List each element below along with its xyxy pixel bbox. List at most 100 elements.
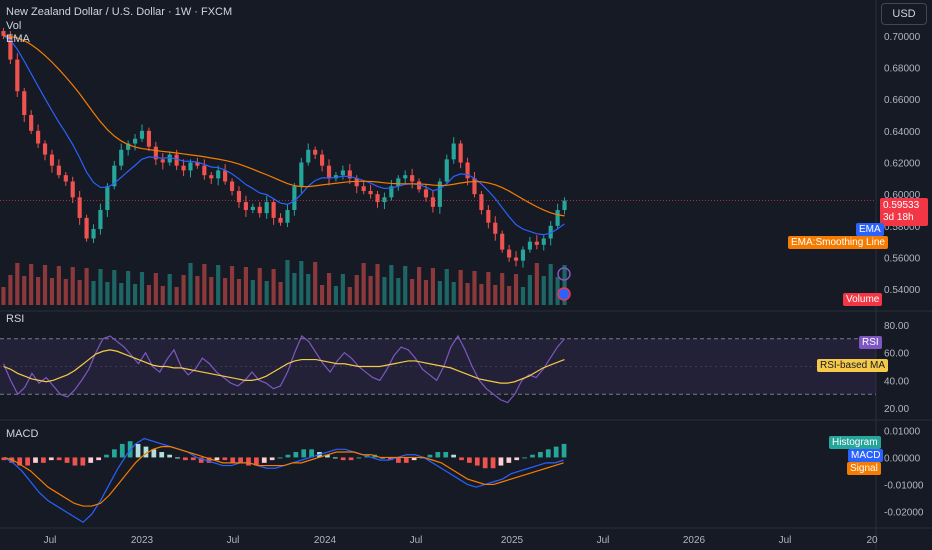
candle-body: [361, 186, 366, 191]
volume-bar: [271, 269, 276, 305]
flag-marker-icon: [557, 287, 571, 301]
volume-bar: [430, 268, 436, 305]
volume-bar: [223, 278, 228, 305]
ema-legend-tag[interactable]: EMA: [856, 223, 884, 236]
candle-body: [555, 210, 560, 226]
candle-body: [271, 202, 276, 218]
histogram-legend-tag[interactable]: Histogram: [829, 436, 881, 449]
rsi-ma-legend-tag[interactable]: RSI-based MA: [817, 359, 889, 372]
candle-body: [29, 115, 34, 131]
price-axis-tick: 0.54000: [884, 285, 921, 296]
candle-body: [36, 130, 41, 144]
ema-smoothing-legend-tag[interactable]: EMA:Smoothing Line: [788, 236, 888, 249]
volume-bar: [49, 278, 55, 305]
time-axis-tick: Jul: [227, 535, 240, 546]
candle-body: [500, 233, 505, 250]
candle-body: [562, 200, 567, 210]
candle-body: [513, 257, 519, 261]
volume-bar: [486, 272, 491, 305]
volume-legend-tag[interactable]: Volume: [843, 293, 883, 306]
volume-bar: [243, 267, 248, 305]
symbol-title[interactable]: New Zealand Dollar / U.S. Dollar · 1W · …: [6, 6, 233, 18]
macd-histogram-bar: [17, 457, 23, 466]
candle-body: [534, 241, 539, 245]
macd-histogram-bar: [80, 457, 86, 466]
candle-body: [396, 178, 401, 187]
candle-body: [548, 225, 553, 239]
last-price-value: 0.59533: [883, 200, 920, 211]
ema-indicator-label[interactable]: EMA: [6, 33, 30, 45]
volume-bar: [146, 285, 152, 305]
signal-legend-tag[interactable]: Signal: [847, 462, 881, 475]
macd-histogram-bar: [388, 457, 393, 461]
volume-bar: [423, 280, 429, 305]
macd-histogram-bar: [127, 441, 133, 458]
macd-histogram-bar: [277, 457, 283, 459]
macd-histogram-bar: [230, 457, 236, 463]
macd-legend-tag[interactable]: MACD: [848, 449, 884, 462]
macd-histogram-bar: [506, 457, 512, 463]
volume-bar: [375, 264, 380, 305]
vol-indicator-label[interactable]: Vol: [6, 20, 22, 32]
candle-body: [236, 191, 242, 203]
bar-countdown: 3d 18h: [883, 212, 914, 223]
candle-body: [430, 197, 436, 207]
candle-body: [527, 241, 532, 250]
candle-body: [132, 138, 138, 144]
volume-bar: [340, 274, 345, 305]
volume-bar: [333, 286, 339, 305]
volume-bar: [326, 273, 332, 305]
candle-body: [8, 35, 13, 60]
volume-bar: [396, 278, 401, 305]
volume-bar: [534, 263, 539, 305]
volume-bar: [493, 285, 498, 305]
volume-bar: [292, 273, 297, 305]
macd-histogram-bar: [443, 452, 449, 458]
macd-axis-tick: -0.02000: [884, 507, 924, 518]
ema-smoothing-line: [3, 35, 565, 217]
macd-histogram-bar: [356, 457, 362, 459]
candle-body: [223, 170, 228, 182]
macd-histogram-bar: [143, 446, 149, 458]
rsi-legend-tag[interactable]: RSI: [859, 336, 882, 349]
volume-bar: [472, 271, 477, 305]
volume-bar: [77, 280, 82, 305]
macd-histogram-bar: [41, 457, 46, 463]
macd-histogram-bar: [435, 452, 441, 458]
candle-body: [465, 162, 470, 179]
macd-histogram-bar: [222, 457, 228, 461]
volume-bar: [36, 277, 41, 305]
candle-body: [486, 210, 491, 223]
macd-histogram-bar: [498, 457, 504, 466]
macd-histogram-bar: [238, 457, 243, 463]
volume-bar: [139, 272, 145, 305]
currency-button[interactable]: USD: [881, 3, 927, 25]
macd-histogram-bar: [285, 454, 291, 458]
price-axis-tick: 0.62000: [884, 159, 921, 170]
volume-bar: [465, 283, 470, 305]
volume-bar: [541, 276, 546, 305]
candle-body: [292, 186, 297, 210]
volume-bar: [195, 276, 200, 305]
candle-body: [410, 175, 415, 182]
time-axis-tick: Jul: [779, 535, 792, 546]
volume-bar: [84, 268, 89, 305]
candle-body: [416, 181, 422, 190]
macd-histogram-bar: [348, 457, 354, 461]
volume-bar: [153, 273, 158, 305]
macd-histogram-bar: [135, 443, 141, 458]
macd-histogram-bar: [553, 446, 559, 458]
rsi-axis-tick: 80.00: [884, 321, 909, 332]
macd-histogram-bar: [522, 457, 527, 459]
volume-bar: [216, 265, 221, 305]
macd-histogram-bar: [459, 457, 464, 461]
rsi-axis-tick: 60.00: [884, 349, 909, 360]
volume-bar: [361, 263, 366, 305]
volume-bar: [174, 287, 179, 305]
volume-bar: [181, 275, 186, 305]
candle-body: [77, 197, 82, 218]
candle-body: [250, 206, 255, 210]
candle-body: [368, 191, 373, 195]
candle-body: [98, 210, 103, 229]
